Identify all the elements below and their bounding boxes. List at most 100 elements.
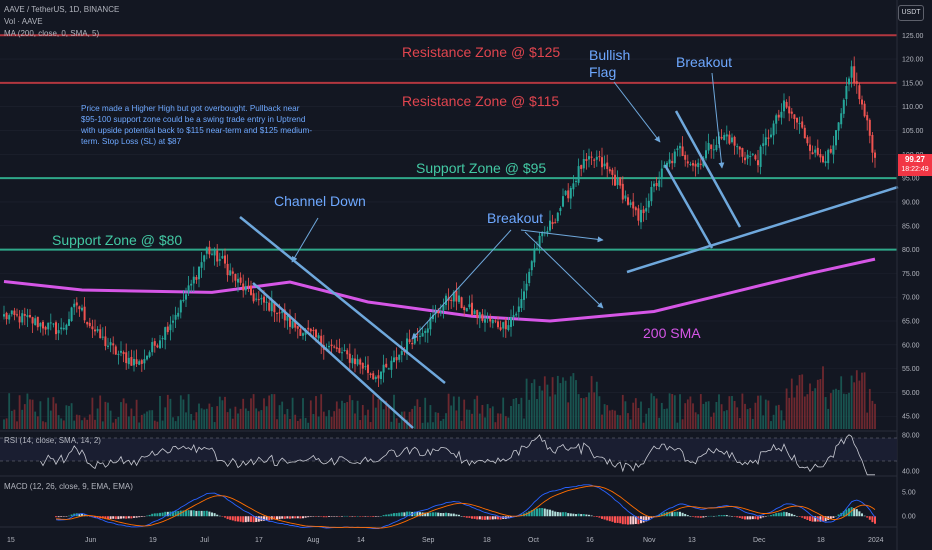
macd-histogram-bar [291, 516, 294, 519]
volume-bar [517, 404, 520, 429]
volume-bar [380, 398, 382, 429]
candle-body [692, 163, 694, 166]
volume-bar [725, 410, 728, 429]
macd-histogram-bar [294, 516, 297, 519]
volume-bar [229, 408, 232, 429]
volume-bar [265, 406, 268, 429]
volume-bar [138, 422, 141, 429]
volume-bar [91, 397, 94, 429]
volume-bar [164, 407, 167, 429]
candle-body [296, 326, 299, 329]
macd-histogram-bar [317, 516, 320, 517]
candle-body [603, 163, 606, 167]
candle-body [104, 336, 107, 347]
candle-body [697, 162, 700, 168]
candle-body [575, 180, 577, 182]
macd-histogram-bar [772, 514, 775, 517]
macd-histogram-bar [429, 512, 432, 517]
macd-histogram-bar [278, 516, 281, 520]
macd-histogram-bar [60, 516, 63, 517]
candle-body [767, 137, 770, 139]
candle-body [801, 121, 804, 128]
candle-body [198, 266, 200, 280]
time-axis: 15 Jun 19 Jul 17 Aug 14 Sep 18 Oct 16 Nov 13 Dec 18 202… [7, 537, 884, 544]
candle-body [707, 142, 710, 151]
volume-bar [351, 400, 354, 429]
volume-bar [515, 397, 518, 429]
volume-bar [346, 402, 349, 429]
volume-bar [146, 411, 148, 429]
macd-histogram-bar [499, 516, 502, 520]
macd-histogram-bar [117, 516, 120, 520]
candle-body [468, 304, 471, 308]
macd-histogram-bar [608, 516, 611, 522]
candle-body [114, 346, 117, 355]
candle-body [785, 101, 788, 108]
macd-histogram-bar [437, 512, 440, 517]
macd-histogram-bar [252, 516, 255, 523]
volume-bar [190, 413, 193, 429]
bar-countdown: 18:22:49 [901, 166, 929, 173]
macd-histogram-bar [577, 513, 580, 517]
macd-histogram-bar [728, 515, 731, 517]
candle-body [42, 321, 44, 329]
volume-bar [356, 400, 359, 429]
volume-bar [21, 409, 24, 429]
volume-bar [478, 413, 481, 429]
candle-body [653, 183, 655, 187]
macd-histogram-bar [530, 510, 533, 517]
macd-histogram-bar [619, 516, 622, 524]
macd-histogram-bar [374, 516, 377, 517]
candle-body [291, 320, 294, 328]
candle-body [523, 291, 525, 300]
volume-bar [848, 392, 850, 429]
volume-bar [429, 405, 432, 429]
macd-histogram-bar [770, 515, 772, 517]
candle-body [733, 136, 736, 146]
time-tick-label: 19 [149, 537, 157, 544]
macd-histogram-bar [57, 516, 60, 518]
candle-body [515, 313, 518, 316]
volume-bar [476, 395, 479, 429]
candle-body [554, 222, 557, 224]
candle-body [546, 231, 549, 234]
volume-bars [3, 366, 876, 429]
macd-histogram-bar [723, 515, 726, 517]
volume-bar [796, 385, 798, 429]
volume-bar [861, 372, 863, 429]
volume-bar [439, 420, 442, 429]
volume-bar [398, 422, 401, 429]
volume-bar [260, 410, 263, 429]
macd-histogram-bar [156, 513, 159, 517]
volume-bar [788, 397, 791, 429]
channel-arrow [291, 217, 319, 263]
candle-body [44, 326, 47, 330]
macd-histogram-bar [309, 516, 312, 517]
volume-bar [801, 374, 804, 429]
volume-bar [34, 411, 37, 429]
candle-body [5, 312, 8, 320]
volume-bar [614, 410, 616, 429]
candle-body [68, 319, 70, 326]
candle-body [398, 354, 401, 360]
volume-bar [31, 399, 34, 429]
macd-histogram-bar [216, 514, 219, 517]
candle-body [848, 78, 850, 85]
macd-histogram-bar [572, 513, 575, 517]
macd-histogram-bar [307, 516, 310, 518]
macd-tick-label: 5.00 [902, 489, 916, 496]
macd-histogram-bar [208, 511, 211, 517]
candle-body [81, 307, 83, 311]
volume-bar [419, 406, 421, 429]
candle-body [627, 197, 629, 205]
currency-button[interactable]: USDT [898, 5, 924, 21]
volume-bar [699, 394, 702, 429]
macd-histogram-bar [148, 514, 151, 517]
volume-bar [484, 417, 486, 429]
volume-bar [738, 418, 741, 429]
time-tick-label: 17 [255, 537, 263, 544]
macd-histogram-bar [135, 516, 138, 518]
macd-histogram-bar [684, 513, 687, 517]
macd-histogram-bar [377, 516, 380, 517]
macd-histogram-bar [533, 508, 536, 517]
